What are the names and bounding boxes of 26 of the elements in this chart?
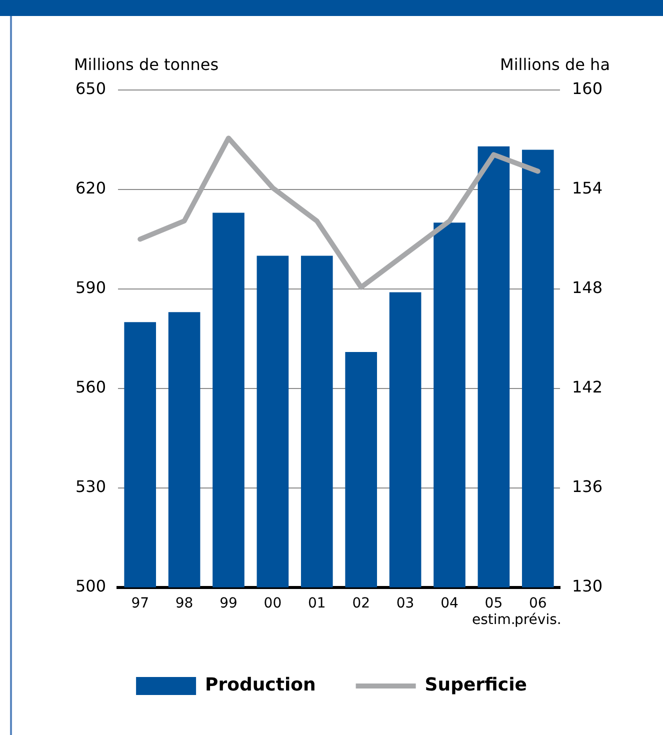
y-axis-title: Millions de tonnes [74, 55, 219, 74]
y2-axis-title: Millions de ha [500, 55, 610, 74]
y2-tick-label: 130 [572, 576, 603, 596]
x-tick-label: 06 prévis. [514, 595, 562, 628]
y2-tick-label: 160 [572, 79, 603, 98]
x-tick-label: 98 [175, 595, 194, 612]
y-tick-label: 620 [75, 178, 106, 198]
y-tick-label: 560 [75, 378, 106, 397]
y-tick-label: 590 [75, 278, 106, 298]
y2-tick-label: 136 [572, 477, 603, 496]
y2-tick-label: 154 [572, 178, 603, 198]
x-tick-label: 97 [131, 595, 150, 612]
x-tick-label: 04 [440, 595, 458, 612]
x-tick-label: 03 [396, 595, 414, 612]
y2-tick-label: 142 [572, 378, 603, 397]
x-tick-label: 01 [308, 595, 326, 612]
y2-tick-label: 148 [572, 278, 603, 298]
legend-label: Production [205, 674, 316, 696]
x-tick-label: 99 [220, 595, 238, 612]
x-tick-label: 02 [352, 595, 370, 612]
y-tick-label: 500 [75, 576, 106, 596]
legend-label: Superficie [424, 674, 527, 696]
x-tick-label: 05 estim. [472, 595, 516, 628]
y-tick-label: 530 [75, 477, 106, 496]
x-tick-label: 00 [264, 595, 282, 612]
y-tick-label: 650 [75, 79, 106, 98]
